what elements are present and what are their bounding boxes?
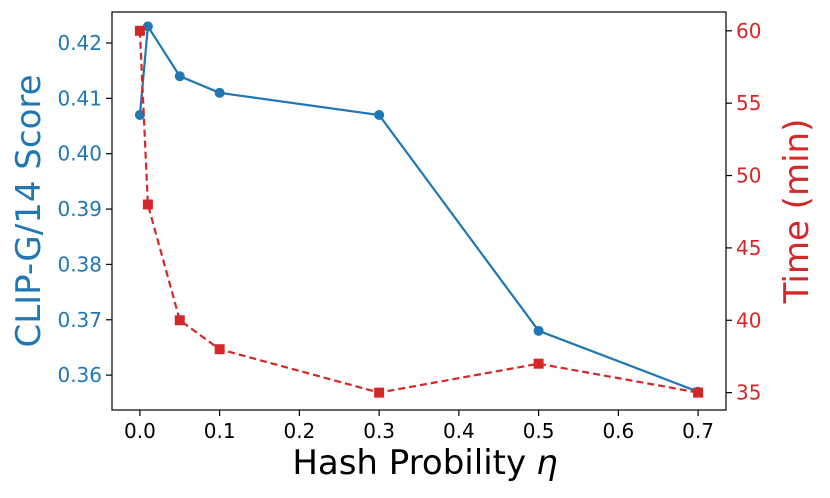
left-y-tick-label: 0.41 — [57, 86, 102, 110]
left-y-tick-label: 0.40 — [57, 142, 102, 166]
x-tick-label: 0.0 — [124, 419, 156, 443]
right-y-tick-label: 55 — [736, 91, 761, 115]
time-point — [174, 315, 185, 326]
time-series-line — [138, 30, 699, 394]
left-y-tick-label: 0.39 — [57, 197, 102, 221]
x-tick-label: 0.2 — [283, 419, 315, 443]
eta-symbol: η — [536, 443, 558, 483]
left-y-axis-title: CLIP-G/14 Score — [9, 74, 49, 347]
right-y-tick-label: 45 — [736, 236, 761, 260]
score-point — [142, 21, 153, 32]
time-point — [374, 387, 385, 398]
left-y-tick-label: 0.38 — [57, 252, 102, 276]
score-point — [214, 87, 225, 98]
score-point — [134, 109, 145, 120]
x-tick-label: 0.5 — [523, 419, 555, 443]
series-layer — [134, 21, 704, 398]
right-y-tick-label: 50 — [736, 164, 761, 188]
x-axis: 0.0 0.1 0.2 0.3 0.4 0.5 0.6 0.7 — [124, 410, 714, 443]
x-axis-label: Hash Probility — [292, 443, 526, 483]
x-tick-label: 0.3 — [363, 419, 395, 443]
right-y-tick-label: 60 — [736, 19, 761, 43]
plot-frame — [111, 11, 727, 411]
time-point — [134, 25, 145, 36]
time-point — [214, 344, 225, 355]
left-y-tick-label: 0.42 — [57, 31, 102, 55]
score-point — [533, 325, 544, 336]
x-tick-label: 0.1 — [204, 419, 236, 443]
score-point — [174, 71, 185, 82]
score-series-line — [138, 23, 699, 393]
left-y-tick-label: 0.36 — [57, 363, 102, 387]
x-tick-label: 0.7 — [682, 419, 714, 443]
time-point — [693, 387, 704, 398]
time-point — [142, 199, 153, 210]
right-y-axis-title: Time (min) — [777, 119, 817, 305]
x-axis-title: Hash Probility η — [292, 443, 557, 483]
time-point — [533, 358, 544, 369]
right-y-axis: 35 40 45 50 55 60 — [726, 19, 761, 405]
left-y-tick-label: 0.37 — [57, 308, 102, 332]
right-y-tick-label: 40 — [736, 308, 761, 332]
x-tick-label: 0.6 — [602, 419, 634, 443]
score-point — [374, 109, 385, 120]
x-tick-label: 0.4 — [443, 419, 475, 443]
left-y-axis: 0.36 0.37 0.38 0.39 0.40 0.41 0.42 — [57, 31, 112, 387]
right-y-tick-label: 35 — [736, 381, 761, 405]
